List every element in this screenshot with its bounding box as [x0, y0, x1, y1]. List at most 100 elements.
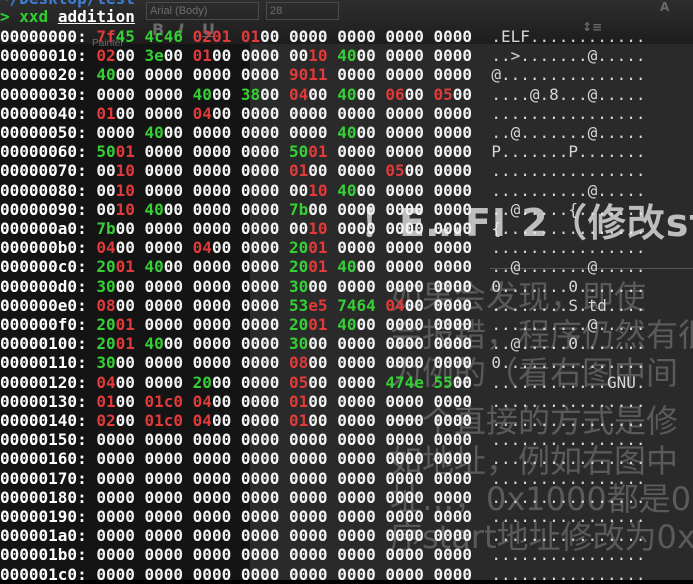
hex-byte: 00 — [144, 295, 164, 315]
hex-byte: 00 — [211, 372, 232, 392]
hexdump-row: 00000110: 3000 0000 0000 0000 0800 0000 … — [0, 353, 645, 372]
hex-byte: 00 — [433, 295, 453, 315]
hex-byte: 20 — [289, 257, 309, 277]
hex-byte: 00 — [260, 219, 280, 238]
hex-byte: 00 — [211, 449, 232, 469]
hex-byte: 00 — [144, 353, 164, 373]
hex-byte: 00 — [356, 545, 376, 565]
hex-byte: 00 — [211, 257, 232, 277]
paragraph-spacing-icon[interactable]: ↕≡ — [582, 20, 603, 34]
hex-byte: 00 — [308, 430, 328, 450]
hex-byte: 00 — [260, 238, 280, 258]
hex-byte: 00 — [144, 103, 164, 123]
hex-byte: 00 — [404, 487, 424, 507]
hex-byte: 00 — [211, 65, 232, 85]
hex-byte: 00 — [337, 199, 357, 219]
hex-byte: 50 — [96, 142, 116, 162]
underline-icon[interactable]: U — [202, 20, 215, 39]
hex-byte: 00 — [385, 123, 405, 142]
hexdump-row: 00000020: 4000 0000 0000 0000 9011 0000 … — [0, 65, 645, 84]
font-name-field[interactable]: Arial (Body) — [146, 2, 259, 20]
hex-offset: 00000080: — [0, 180, 97, 200]
document-paragraph-line: 序start地址修改为0x — [390, 518, 693, 556]
hex-byte: 00 — [192, 449, 212, 469]
hex-byte: 00 — [404, 46, 424, 66]
hex-byte: 00 — [163, 199, 184, 219]
hex-byte: 74 — [337, 295, 357, 315]
hex-offset: 00000060: — [0, 142, 97, 162]
hex-byte: 00 — [96, 430, 116, 450]
hex-byte: 00 — [385, 411, 405, 430]
hex-byte: 00 — [163, 487, 184, 507]
hex-byte: 00 — [385, 199, 405, 219]
document-paragraph-line: 一个直接的方式是修 — [390, 402, 679, 440]
hex-byte: 00 — [385, 65, 405, 85]
hex-byte: 00 — [433, 315, 453, 334]
hex-offset: 00000070: — [0, 161, 97, 181]
hex-byte: 00 — [452, 123, 473, 142]
hex-byte: 00 — [433, 27, 453, 46]
ascii-column: ................ — [491, 507, 646, 526]
hex-byte: 04 — [289, 84, 309, 104]
ascii-column: ............GNU. — [491, 372, 646, 392]
hex-byte: 00 — [211, 142, 232, 162]
hex-byte: 4c — [144, 27, 164, 46]
hex-byte: 00 — [356, 142, 376, 162]
hex-byte: 00 — [163, 430, 184, 450]
hex-byte: 00 — [192, 315, 212, 334]
hex-byte: 20 — [96, 315, 116, 334]
hex-byte: 00 — [356, 84, 376, 104]
styles-pane-icon[interactable]: A — [660, 0, 670, 14]
hex-byte: 00 — [163, 46, 184, 66]
hex-byte: 05 — [433, 84, 453, 104]
hex-byte: 00 — [211, 219, 232, 238]
hex-byte: 00 — [452, 564, 473, 584]
hex-byte: 00 — [404, 27, 424, 46]
hex-byte: 00 — [289, 103, 309, 123]
hexdump-row: 00000090: 0010 4000 0000 0000 7b00 0000 … — [0, 200, 645, 219]
hex-byte: 00 — [452, 219, 473, 238]
hex-byte: 00 — [240, 238, 261, 258]
hex-byte: 00 — [260, 103, 280, 123]
hex-byte: 04 — [192, 238, 212, 258]
bold-icon[interactable]: B — [152, 20, 165, 39]
ascii-column: @............... — [491, 65, 646, 85]
hex-byte: 00 — [404, 411, 424, 430]
hexdump-row: 00000160: 0000 0000 0000 0000 0000 0000 … — [0, 449, 645, 468]
hex-byte: 01 — [115, 315, 135, 334]
hex-byte: 00 — [192, 257, 212, 277]
document-sidebar — [0, 44, 250, 580]
hex-byte: 00 — [115, 507, 135, 526]
hex-offset: 00000130: — [0, 391, 97, 411]
italic-icon[interactable]: I — [178, 20, 184, 39]
hex-byte: 00 — [452, 526, 473, 546]
hex-byte: 00 — [385, 276, 405, 296]
hex-offset: 00000190: — [0, 507, 97, 526]
hex-byte: 00 — [356, 507, 376, 526]
hex-byte: 90 — [289, 65, 309, 85]
font-size-field[interactable]: 28 — [266, 2, 339, 20]
hex-byte: 00 — [144, 142, 164, 162]
hex-byte: 30 — [289, 334, 309, 354]
hex-byte: 00 — [192, 65, 212, 85]
hex-byte: 00 — [260, 27, 280, 46]
hex-byte: 00 — [385, 564, 405, 584]
hex-byte: 00 — [385, 334, 405, 354]
hex-byte: 00 — [356, 487, 376, 507]
hex-byte: 00 — [115, 545, 135, 565]
format-painter-label[interactable]: Painter — [92, 38, 124, 49]
hex-byte: 00 — [260, 411, 280, 430]
hex-byte: 38 — [240, 84, 261, 104]
hex-byte: 00 — [192, 526, 212, 546]
hex-byte: c0 — [163, 411, 184, 430]
hex-byte: 00 — [356, 180, 376, 200]
hex-byte: 00 — [144, 84, 164, 104]
hex-byte: 20 — [96, 257, 116, 277]
hex-byte: 40 — [144, 199, 164, 219]
hex-byte: 00 — [192, 507, 212, 526]
hex-byte: 00 — [163, 564, 184, 584]
hex-byte: 00 — [337, 103, 357, 123]
hex-byte: 00 — [385, 449, 405, 469]
hex-byte: 00 — [356, 161, 376, 181]
